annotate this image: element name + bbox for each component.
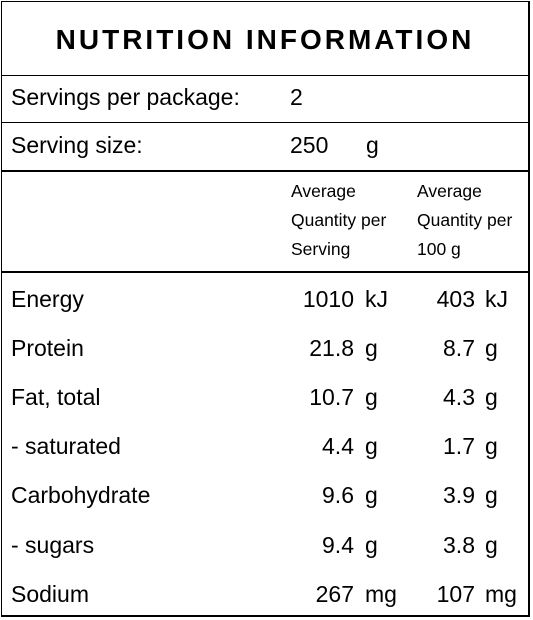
serving-size-label: Serving size: bbox=[11, 132, 143, 158]
per-100g-value: 8.7 bbox=[443, 335, 475, 361]
per-100g-value: 3.8 bbox=[443, 532, 475, 558]
per-serving-unit: g bbox=[365, 482, 378, 508]
servings-divider bbox=[2, 122, 528, 123]
nutrient-name: - saturated bbox=[11, 433, 121, 459]
nutrient-name: Carbohydrate bbox=[11, 482, 151, 508]
nutrient-name: Sodium bbox=[11, 581, 89, 607]
title-divider bbox=[2, 75, 528, 76]
per-100g-unit: mg bbox=[485, 581, 517, 607]
per-serving-unit: g bbox=[365, 532, 378, 558]
per-100g-value: 107 bbox=[436, 581, 475, 607]
per-serving-value: 4.4 bbox=[322, 433, 354, 459]
header-line: 100 g bbox=[417, 239, 461, 259]
per-serving-value: 9.6 bbox=[322, 482, 354, 508]
column-header-per-serving: Average Quantity per Serving bbox=[291, 177, 386, 264]
per-100g-unit: g bbox=[485, 433, 498, 459]
per-serving-unit: mg bbox=[365, 581, 397, 607]
nutrient-name: Protein bbox=[11, 335, 84, 361]
header-line: Average bbox=[417, 181, 482, 201]
header-bottom-divider bbox=[2, 271, 528, 273]
header-line: Average bbox=[291, 181, 356, 201]
per-100g-unit: g bbox=[485, 482, 498, 508]
per-serving-unit: g bbox=[365, 384, 378, 410]
per-100g-value: 1.7 bbox=[443, 433, 475, 459]
servings-per-package-value: 2 bbox=[290, 84, 303, 110]
per-serving-value: 267 bbox=[315, 581, 354, 607]
per-100g-value: 403 bbox=[436, 286, 475, 312]
per-100g-unit: g bbox=[485, 335, 498, 361]
per-serving-value: 1010 bbox=[302, 286, 354, 312]
per-serving-unit: g bbox=[365, 335, 378, 361]
per-100g-value: 3.9 bbox=[443, 482, 475, 508]
header-line: Serving bbox=[291, 239, 351, 259]
per-serving-value: 21.8 bbox=[309, 335, 354, 361]
column-header-per-100g: Average Quantity per 100 g bbox=[417, 177, 512, 264]
per-100g-unit: g bbox=[485, 532, 498, 558]
servings-per-package-label: Servings per package: bbox=[11, 84, 240, 110]
header-top-divider bbox=[2, 170, 528, 172]
per-100g-unit: g bbox=[485, 384, 498, 410]
header-line: Quantity per bbox=[291, 210, 387, 230]
per-serving-value: 9.4 bbox=[322, 532, 354, 558]
serving-size-unit: g bbox=[366, 132, 379, 158]
per-serving-value: 10.7 bbox=[309, 384, 354, 410]
per-serving-unit: kJ bbox=[365, 286, 388, 312]
serving-size-value: 250 bbox=[290, 132, 329, 158]
nutrient-name: Fat, total bbox=[11, 384, 101, 410]
header-line: Quantity per bbox=[417, 210, 513, 230]
nutrient-name: - sugars bbox=[11, 532, 95, 558]
nutrient-name: Energy bbox=[11, 286, 84, 312]
per-100g-value: 4.3 bbox=[443, 384, 475, 410]
per-serving-unit: g bbox=[365, 433, 378, 459]
per-100g-unit: kJ bbox=[485, 286, 508, 312]
panel-title: NUTRITION INFORMATION bbox=[55, 24, 475, 55]
